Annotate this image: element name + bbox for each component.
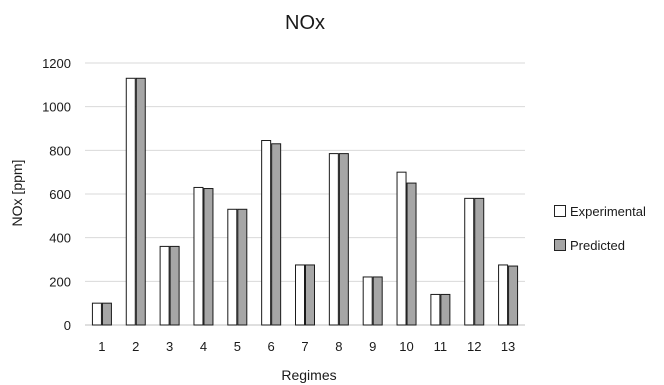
x-tick-label: 12 bbox=[467, 339, 481, 354]
x-tick-label: 3 bbox=[166, 339, 173, 354]
legend-item-predicted: Predicted bbox=[554, 236, 664, 254]
bar-experimental bbox=[396, 171, 407, 326]
x-tick-label: 10 bbox=[399, 339, 413, 354]
y-tick-label: 600 bbox=[49, 187, 71, 202]
x-axis-label: Regimes bbox=[281, 367, 336, 383]
bar-predicted bbox=[101, 302, 112, 326]
x-tick-label: 11 bbox=[434, 339, 448, 354]
legend-swatch-predicted bbox=[554, 239, 566, 251]
legend-swatch-experimental bbox=[554, 205, 566, 217]
legend: Experimental Predicted bbox=[554, 202, 664, 270]
x-axis-ticks: 1 2 3 4 5 6 7 8 9 10 11 12 13 bbox=[98, 339, 515, 354]
chart-title: NOx bbox=[285, 12, 325, 34]
bar-experimental bbox=[295, 264, 305, 326]
legend-label-predicted: Predicted bbox=[570, 237, 625, 253]
y-axis-ticks: 0 200 400 600 800 1000 1200 bbox=[42, 56, 71, 333]
legend-item-experimental: Experimental bbox=[554, 202, 664, 220]
x-tick-label: 5 bbox=[234, 339, 241, 354]
bar-predicted bbox=[271, 143, 282, 326]
bar-predicted bbox=[203, 188, 214, 326]
bar-predicted bbox=[372, 276, 383, 326]
legend-label-experimental: Experimental bbox=[570, 203, 646, 219]
x-tick-label: 9 bbox=[369, 339, 376, 354]
bar-experimental bbox=[362, 276, 373, 326]
bar-experimental bbox=[91, 302, 102, 326]
bar-experimental bbox=[498, 264, 509, 326]
y-tick-label: 200 bbox=[49, 274, 71, 289]
bar-predicted bbox=[237, 208, 248, 326]
x-tick-label: 13 bbox=[501, 339, 515, 354]
y-tick-label: 800 bbox=[49, 143, 71, 158]
bar-predicted bbox=[305, 264, 315, 326]
bar-experimental bbox=[227, 208, 238, 326]
bar-experimental bbox=[464, 197, 475, 326]
y-tick-label: 400 bbox=[49, 231, 71, 246]
bar-experimental bbox=[159, 245, 170, 326]
bar-experimental bbox=[125, 77, 136, 326]
bar-predicted bbox=[169, 245, 180, 326]
bar-experimental bbox=[430, 293, 441, 326]
bar-experimental bbox=[261, 140, 272, 326]
x-tick-label: 6 bbox=[268, 339, 275, 354]
y-tick-label: 0 bbox=[64, 318, 71, 333]
bar-predicted bbox=[474, 197, 485, 326]
x-tick-label: 8 bbox=[335, 339, 342, 354]
bar-experimental bbox=[193, 186, 204, 326]
bar-experimental bbox=[328, 153, 339, 326]
bar-predicted bbox=[406, 182, 417, 326]
x-tick-label: 7 bbox=[301, 339, 308, 354]
bar-predicted bbox=[508, 265, 519, 326]
bar-predicted bbox=[338, 153, 349, 326]
x-tick-label: 2 bbox=[132, 339, 139, 354]
y-tick-label: 1200 bbox=[42, 56, 71, 71]
bar-predicted bbox=[440, 293, 451, 326]
y-axis-label: NOx [ppm] bbox=[9, 160, 25, 227]
bars bbox=[91, 77, 519, 326]
x-tick-label: 4 bbox=[200, 339, 207, 354]
x-tick-label: 1 bbox=[98, 339, 105, 354]
bar-predicted bbox=[135, 77, 146, 326]
y-tick-label: 1000 bbox=[42, 100, 71, 115]
